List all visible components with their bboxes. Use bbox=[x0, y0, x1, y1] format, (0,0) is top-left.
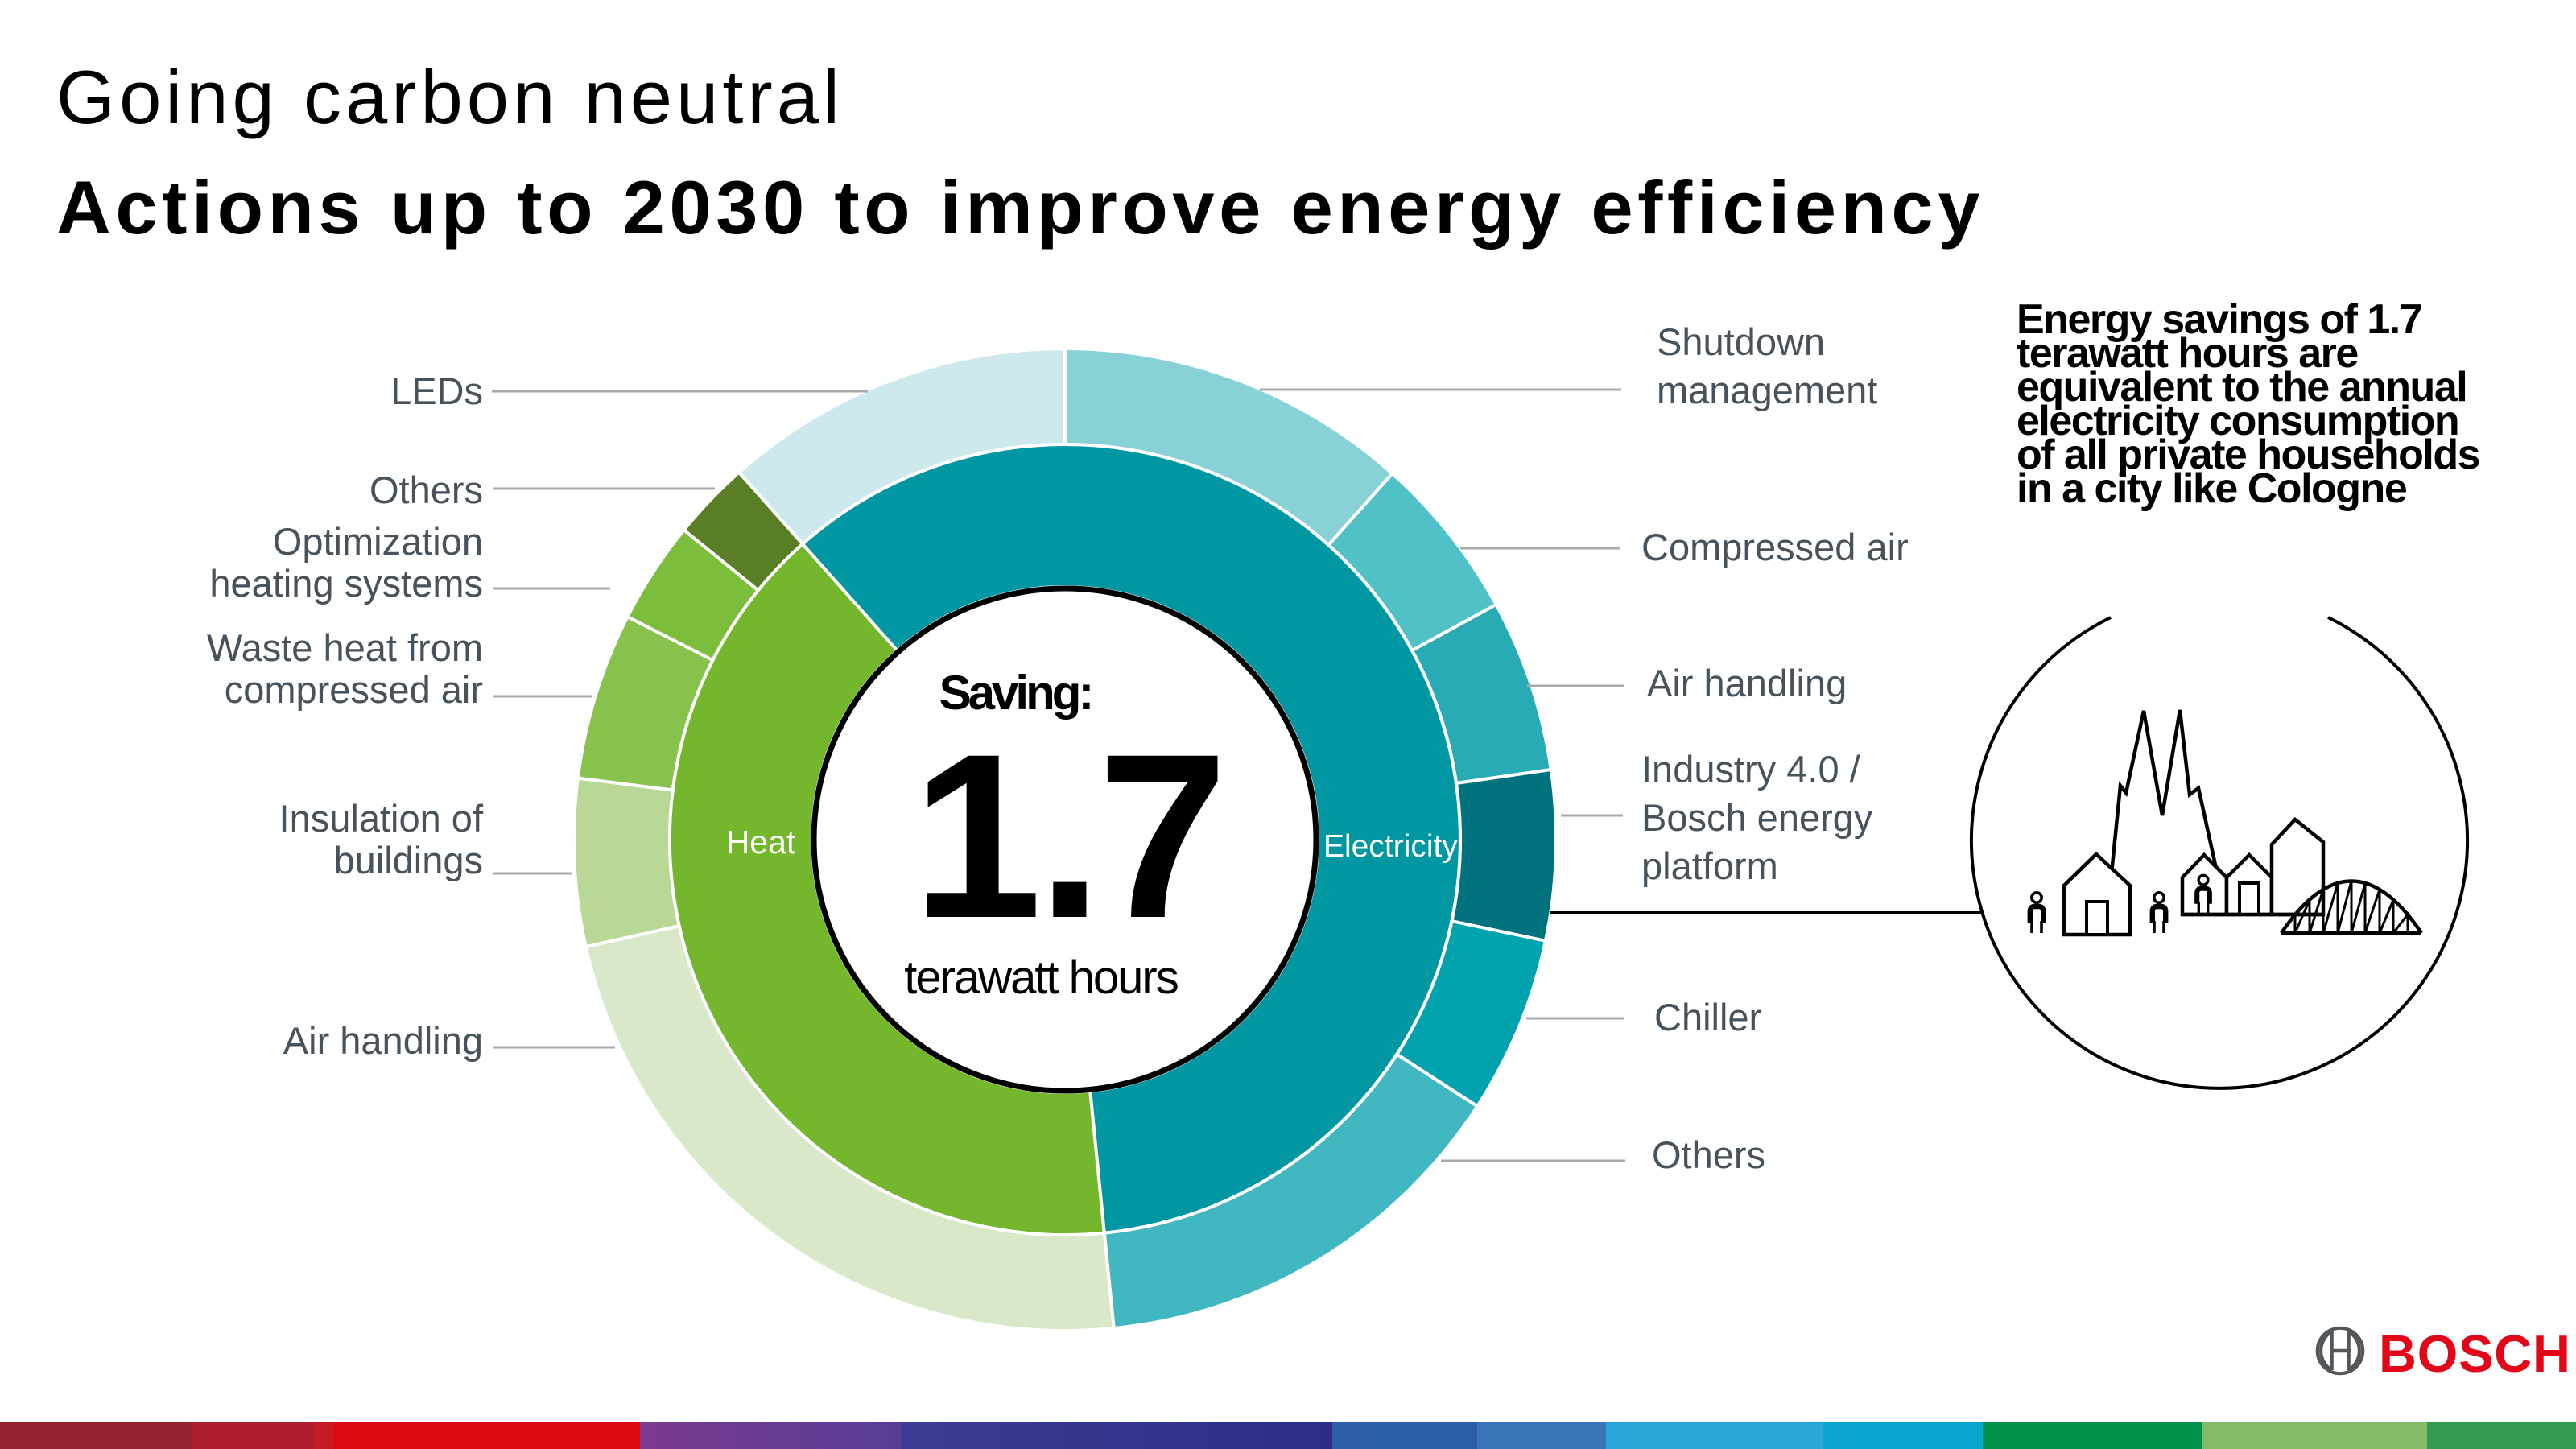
svg-text:terawatt hours: terawatt hours bbox=[904, 952, 1178, 1004]
svg-text:Heat: Heat bbox=[726, 824, 796, 861]
svg-text:1.7: 1.7 bbox=[912, 705, 1224, 967]
svg-text:BOSCH: BOSCH bbox=[2379, 1324, 2571, 1383]
svg-text:Electricity: Electricity bbox=[1323, 829, 1458, 864]
svg-text:Saving:: Saving: bbox=[939, 666, 1092, 720]
